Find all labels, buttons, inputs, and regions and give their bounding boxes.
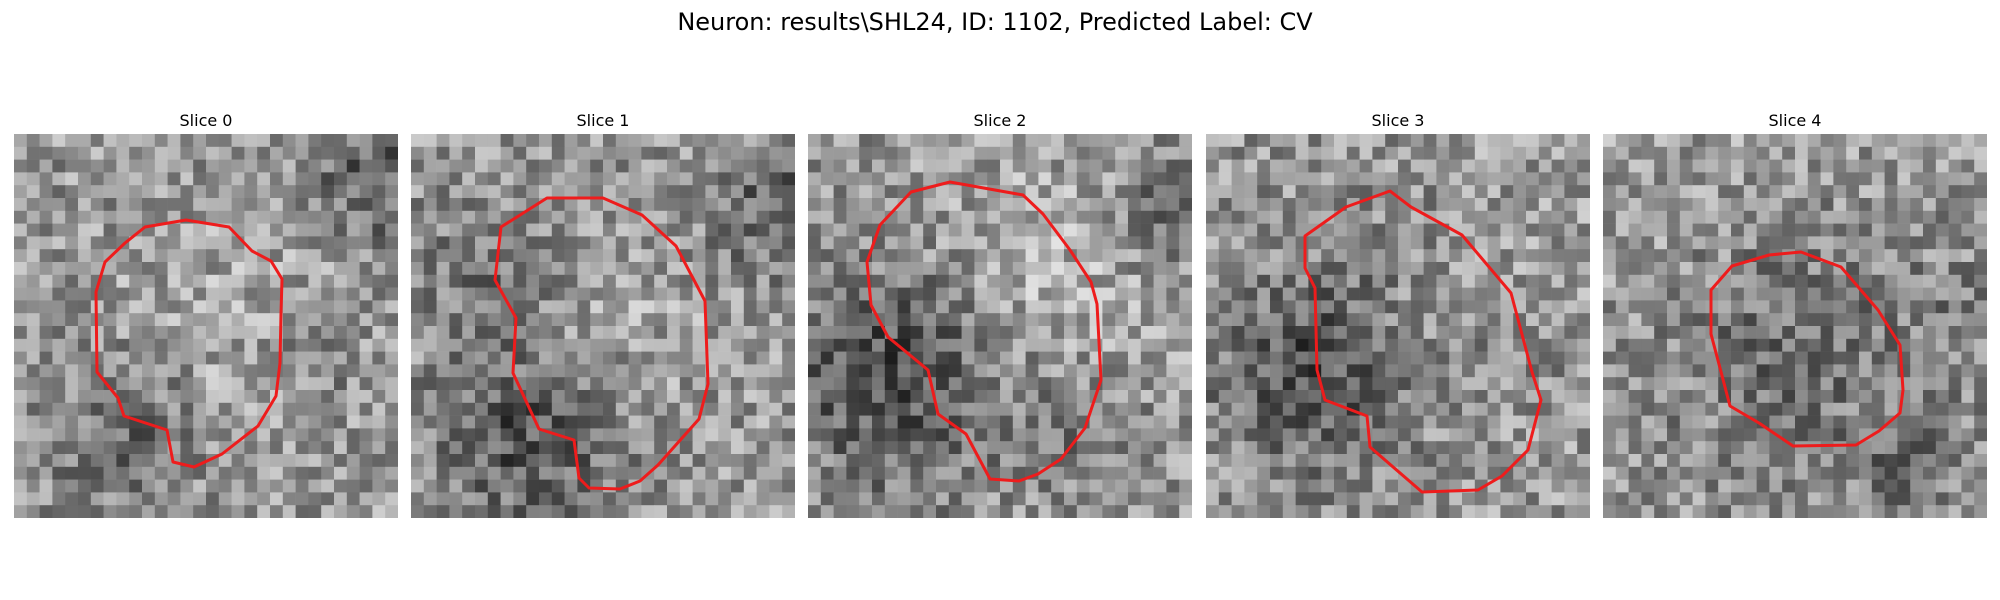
roi-contour bbox=[1709, 250, 1905, 448]
slice-title: Slice 1 bbox=[576, 111, 630, 130]
slice-panel-3: Slice 3 bbox=[1206, 108, 1590, 518]
slice-panel-4: Slice 4 bbox=[1603, 108, 1987, 518]
slice-image-4 bbox=[1603, 134, 1987, 518]
roi-contour bbox=[94, 218, 284, 469]
slice-title: Slice 2 bbox=[973, 111, 1027, 130]
slice-image-1 bbox=[411, 134, 795, 518]
slice-title: Slice 0 bbox=[179, 111, 233, 130]
slice-panel-2: Slice 2 bbox=[808, 108, 1192, 518]
noise-texture bbox=[1206, 134, 1590, 518]
slice-title: Slice 4 bbox=[1768, 111, 1822, 130]
noise-texture bbox=[1603, 134, 1987, 518]
roi-contour bbox=[493, 196, 710, 491]
noise-texture bbox=[14, 134, 398, 518]
slice-image-3 bbox=[1206, 134, 1590, 518]
slice-panel-1: Slice 1 bbox=[411, 108, 795, 518]
slice-panel-0: Slice 0 bbox=[14, 108, 398, 518]
slice-image-2 bbox=[808, 134, 1192, 518]
roi-contour bbox=[1303, 189, 1543, 494]
noise-texture bbox=[411, 134, 795, 518]
slice-image-0 bbox=[14, 134, 398, 518]
slice-title: Slice 3 bbox=[1371, 111, 1425, 130]
roi-contour bbox=[865, 180, 1103, 483]
figure-title: Neuron: results\SHL24, ID: 1102, Predict… bbox=[677, 8, 1313, 36]
